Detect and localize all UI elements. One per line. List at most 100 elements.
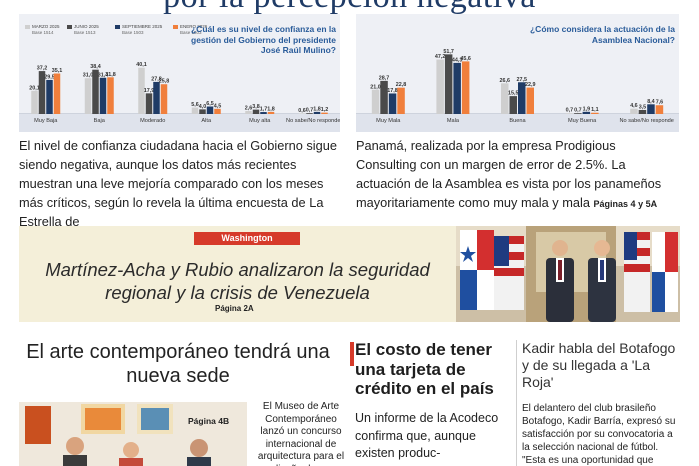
bar [565,113,574,114]
data-label: 22,8 [396,82,407,88]
legend-swatch [173,24,178,29]
section-tag: Washington [194,232,300,245]
data-label: 1,8 [267,106,275,112]
data-label: 22,9 [525,82,536,88]
legend-swatch [115,24,120,29]
credit-card-body: Un informe de la Acodeco confirma que, a… [355,411,499,460]
legend-label: ENERO 2026 [180,24,208,29]
data-label: 0,7 [566,108,574,114]
bar [647,104,655,114]
data-label: 44,3 [452,57,463,63]
data-label: 37,2 [37,66,48,72]
chart-question: ¿Cómo considera la actuación de la Asamb… [529,24,675,45]
data-label: 0,6 [298,108,306,114]
photo-illustration [19,402,247,466]
bar [99,77,107,114]
bar [92,69,99,114]
data-label: 1,2 [321,107,329,113]
kadir-body: El delantero del club brasileño Botafogo… [522,403,676,466]
data-label: 15,5 [508,91,519,97]
legend-label: MARZO 2025 [32,24,60,29]
washington-story-box[interactable]: Washington Martínez-Acha y Rubio analiza… [19,226,456,322]
data-label: 28,7 [379,75,390,81]
credit-card-headline[interactable]: El costo de tener una tarjeta de crédito… [355,340,494,398]
data-label: 17,8 [387,88,398,94]
bar [145,93,153,114]
category-label: Mala [447,118,460,124]
art-body: El Museo de Arte Contemporáneo lanzó un … [257,401,345,466]
data-label: 29,5 [44,74,55,80]
data-label: 3,5 [639,104,647,110]
legend-swatch [67,24,72,29]
legend-label: SEPTIEMBRE 2025 [122,24,163,29]
bar [53,73,61,114]
art-headline[interactable]: El arte contemporáneo tendrá una nueva s… [26,341,330,387]
washington-photo [456,226,680,322]
data-label: 31,8 [105,72,116,78]
bar [397,87,405,114]
data-label: 5,6 [191,102,199,108]
bar [526,87,534,114]
data-label: 47,2 [435,54,446,60]
bar [199,109,206,114]
chart-government-confidence: MARZO 2025 Base 1514 JUNIO 2025 Base 1513 … [19,14,340,132]
chart-legend: MARZO 2025 Base 1514 JUNIO 2025 Base 1513 … [19,24,214,44]
bar [509,96,517,114]
bar [267,111,275,114]
top-headline-fragment: por la percepción negativa [0,0,699,14]
data-label: 26,6 [500,78,511,84]
data-label: 6,5 [206,101,214,107]
bar [38,71,46,114]
data-label: 1,7 [260,107,268,113]
category-label: Moderado [140,118,165,124]
bar [371,89,380,114]
bar [206,106,214,114]
category-label: Muy Baja [34,118,58,124]
data-label: 8,4 [647,99,655,105]
category-label: Alta [201,118,212,124]
category-label: Muy Mala [376,118,401,124]
bar [501,83,509,114]
washington-page-ref: Página 2A [215,304,254,313]
bar-chart-svg: 21,0 28,7 17,822,8 Muy Mala 47,251,7 44,345,6… [356,49,679,132]
data-label: 4,5 [214,103,222,109]
bar [46,79,53,114]
bar [630,108,638,114]
story-page-ref[interactable]: Páginas 4 y 5A [593,199,658,209]
category-label: Muy Buena [568,118,597,124]
data-label: 0,7 [574,108,582,114]
category-label: No sabe/No responde [286,118,340,124]
bar [252,109,260,114]
category-label: Baja [94,118,106,124]
bar [107,77,114,114]
bar [638,109,647,114]
data-label: 27,5 [517,77,528,83]
data-label: 27,8 [151,76,162,82]
kadir-headline[interactable]: Kadir habla del Botafogo y de su llegada… [522,340,676,390]
data-label: 51,7 [443,49,454,55]
data-label: 1,9 [583,106,591,112]
legend-item: MARZO 2025 Base 1514 [25,24,60,35]
bar [518,82,526,114]
top-headline-text: por la percepción negativa [0,0,699,14]
data-label: 31,4 [98,72,109,78]
legend-label: JUNIO 2025 [74,24,99,29]
legend-base: Base 1514 [32,29,54,35]
data-label: 21,0 [370,84,381,90]
bar [84,78,92,114]
column-divider [516,340,517,466]
photo-illustration [456,226,680,322]
legend-item: ENERO 2026 Base 1503 [173,24,207,35]
washington-headline[interactable]: Martínez-Acha y Rubio analizaron la segu… [45,259,430,303]
data-label: 4,0 [199,104,207,110]
accent-rule [350,342,354,366]
data-label: 45,6 [460,56,471,62]
category-label: Buena [509,118,526,124]
bar [138,67,145,114]
legend-swatch [25,24,30,29]
bar [453,62,461,114]
category-strip [19,114,340,132]
data-label: 31,0 [83,73,94,79]
bar [306,113,313,114]
category-label: Muy alta [249,118,271,124]
